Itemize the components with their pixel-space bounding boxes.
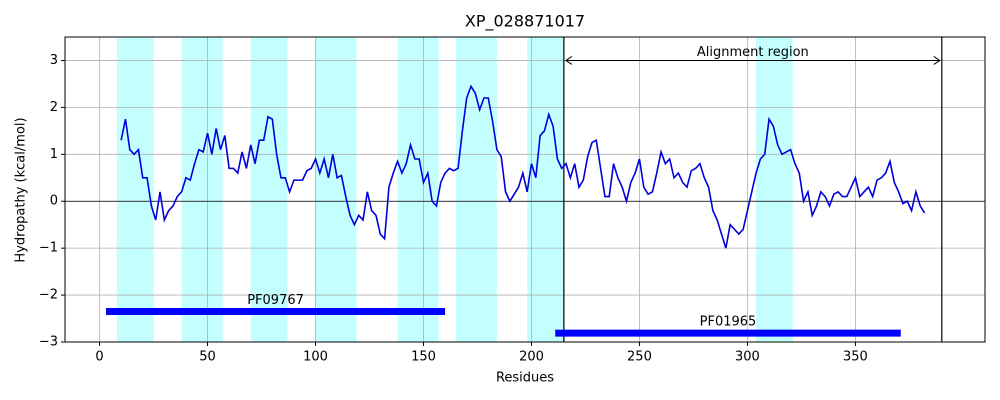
y-tick-label: 3	[50, 53, 58, 68]
hydrophobic-region	[116, 37, 154, 342]
hydropathy-line	[120, 84, 926, 249]
arrow-head	[933, 56, 941, 65]
x-tick-label: 150	[411, 350, 436, 365]
hydrophobic-region	[397, 37, 439, 342]
x-tick-label: 100	[303, 350, 328, 365]
x-tick-label: 350	[843, 350, 868, 365]
y-tick-label: −3	[39, 335, 58, 350]
y-tick-label: −1	[39, 241, 58, 256]
y-tick-label: 1	[50, 147, 58, 162]
hydrophobic-region	[455, 37, 497, 342]
y-tick-label: −2	[39, 288, 58, 303]
y-tick-label: 2	[50, 100, 58, 115]
x-tick-label: 300	[735, 350, 760, 365]
hydrophobic-region	[527, 37, 564, 342]
hydrophobic-region	[250, 37, 288, 342]
arrow-head	[564, 56, 573, 65]
domain-label: PF09767	[247, 293, 304, 308]
x-tick-label: 0	[95, 350, 103, 365]
y-tick-label: 0	[50, 194, 58, 209]
domain-label: PF01965	[700, 315, 757, 330]
x-tick-label: 250	[627, 350, 652, 365]
y-axis-label: Hydropathy (kcal/mol)	[14, 117, 29, 262]
alignment-label: Alignment region	[697, 45, 809, 60]
x-tick-label: 50	[199, 350, 216, 365]
hydrophobic-region	[756, 37, 793, 342]
x-tick-label: 200	[519, 350, 544, 365]
x-axis-label: Residues	[496, 371, 554, 386]
chart-title: XP_028871017	[465, 12, 585, 32]
plot-frame	[64, 36, 986, 343]
hydrophobic-region	[315, 37, 357, 342]
hydrophobic-region	[181, 37, 223, 342]
